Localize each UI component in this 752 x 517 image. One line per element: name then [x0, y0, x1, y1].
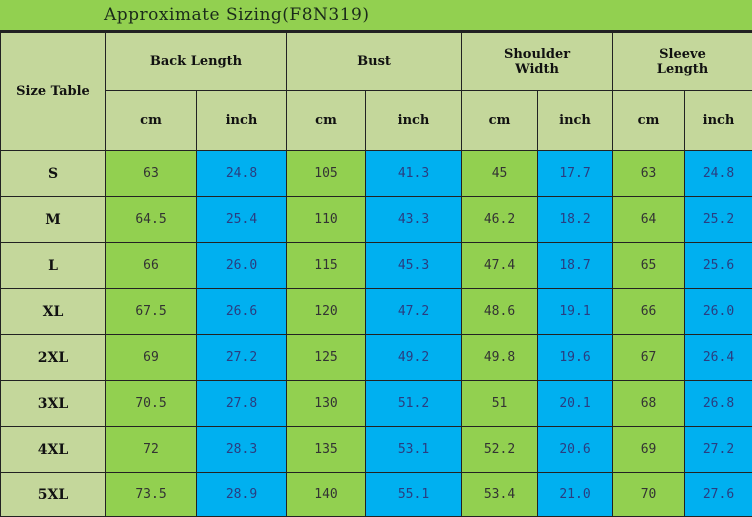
inch-cell: 49.2 [366, 335, 462, 381]
cm-cell: 125 [287, 335, 366, 381]
cm-cell: 105 [287, 151, 366, 197]
group-header-shoulder-width: Shoulder Width [462, 33, 613, 91]
cm-cell: 130 [287, 381, 366, 427]
inch-cell: 55.1 [366, 473, 462, 517]
inch-cell: 24.8 [685, 151, 752, 197]
inch-cell: 24.8 [197, 151, 287, 197]
inch-cell: 25.2 [685, 197, 752, 243]
cm-cell: 70 [613, 473, 685, 517]
cm-cell: 120 [287, 289, 366, 335]
inch-cell: 27.2 [685, 427, 752, 473]
size-label: 3XL [1, 381, 106, 427]
inch-cell: 17.7 [538, 151, 613, 197]
inch-cell: 41.3 [366, 151, 462, 197]
inch-cell: 28.9 [197, 473, 287, 517]
inch-cell: 19.6 [538, 335, 613, 381]
size-label: L [1, 243, 106, 289]
cm-cell: 73.5 [106, 473, 197, 517]
size-label: 5XL [1, 473, 106, 517]
cm-cell: 64.5 [106, 197, 197, 243]
cm-cell: 70.5 [106, 381, 197, 427]
group-header-back-length: Back Length [106, 33, 287, 91]
inch-cell: 47.2 [366, 289, 462, 335]
size-label: 4XL [1, 427, 106, 473]
corner-label: Size Table [1, 33, 106, 151]
size-label: M [1, 197, 106, 243]
inch-cell: 26.6 [197, 289, 287, 335]
cm-cell: 69 [613, 427, 685, 473]
inch-cell: 26.0 [685, 289, 752, 335]
cm-cell: 135 [287, 427, 366, 473]
unit-header: inch [685, 91, 752, 151]
cm-cell: 66 [613, 289, 685, 335]
cm-cell: 110 [287, 197, 366, 243]
inch-cell: 27.2 [197, 335, 287, 381]
cm-cell: 64 [613, 197, 685, 243]
table-title: Approximate Sizing(F8N319) [104, 5, 370, 25]
unit-header: inch [538, 91, 613, 151]
group-header-bust: Bust [287, 33, 462, 91]
group-header-sleeve-length: Sleeve Length [613, 33, 752, 91]
size-label: 2XL [1, 335, 106, 381]
cm-cell: 69 [106, 335, 197, 381]
size-label: S [1, 151, 106, 197]
cm-cell: 63 [613, 151, 685, 197]
cm-cell: 45 [462, 151, 538, 197]
cm-cell: 51 [462, 381, 538, 427]
cm-cell: 47.4 [462, 243, 538, 289]
cm-cell: 46.2 [462, 197, 538, 243]
title-bar: Approximate Sizing(F8N319) [0, 0, 752, 32]
inch-cell: 18.7 [538, 243, 613, 289]
cm-cell: 140 [287, 473, 366, 517]
inch-cell: 25.4 [197, 197, 287, 243]
unit-header: cm [613, 91, 685, 151]
inch-cell: 18.2 [538, 197, 613, 243]
unit-header: cm [287, 91, 366, 151]
inch-cell: 45.3 [366, 243, 462, 289]
cm-cell: 53.4 [462, 473, 538, 517]
inch-cell: 26.4 [685, 335, 752, 381]
unit-header: inch [366, 91, 462, 151]
inch-cell: 20.6 [538, 427, 613, 473]
inch-cell: 28.3 [197, 427, 287, 473]
inch-cell: 51.2 [366, 381, 462, 427]
unit-header: cm [106, 91, 197, 151]
cm-cell: 63 [106, 151, 197, 197]
group-header-text: Sleeve Length [653, 47, 713, 77]
unit-header: cm [462, 91, 538, 151]
cm-cell: 115 [287, 243, 366, 289]
cm-cell: 49.8 [462, 335, 538, 381]
cm-cell: 66 [106, 243, 197, 289]
unit-header: inch [197, 91, 287, 151]
inch-cell: 20.1 [538, 381, 613, 427]
inch-cell: 27.8 [197, 381, 287, 427]
inch-cell: 53.1 [366, 427, 462, 473]
cm-cell: 65 [613, 243, 685, 289]
cm-cell: 72 [106, 427, 197, 473]
inch-cell: 27.6 [685, 473, 752, 517]
cm-cell: 48.6 [462, 289, 538, 335]
inch-cell: 21.0 [538, 473, 613, 517]
cm-cell: 67.5 [106, 289, 197, 335]
inch-cell: 43.3 [366, 197, 462, 243]
inch-cell: 26.8 [685, 381, 752, 427]
size-table: Size Table Back Length Bust Shoulder Wid… [0, 32, 752, 517]
inch-cell: 19.1 [538, 289, 613, 335]
group-header-text: Shoulder Width [502, 47, 572, 77]
inch-cell: 26.0 [197, 243, 287, 289]
cm-cell: 68 [613, 381, 685, 427]
size-label: XL [1, 289, 106, 335]
cm-cell: 52.2 [462, 427, 538, 473]
inch-cell: 25.6 [685, 243, 752, 289]
cm-cell: 67 [613, 335, 685, 381]
